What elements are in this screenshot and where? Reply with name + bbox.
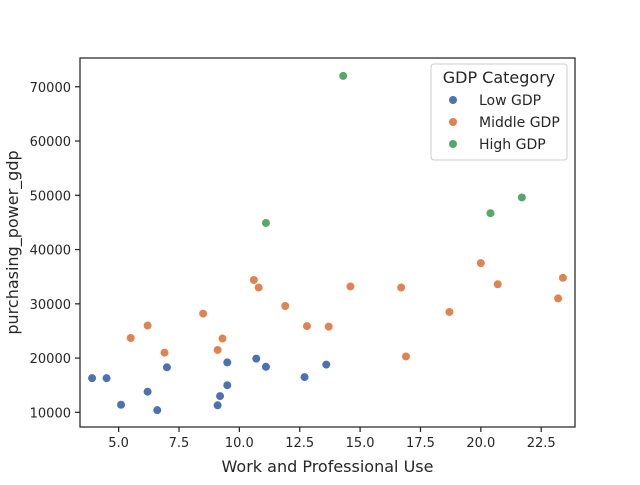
legend-label-low-gdp: Low GDP	[479, 93, 541, 109]
data-point-middle-gdp	[476, 259, 485, 268]
plot-frame	[79, 57, 576, 428]
data-point-middle-gdp	[199, 309, 208, 318]
legend-title: GDP Category	[443, 68, 556, 87]
data-point-low-gdp	[261, 362, 270, 371]
data-point-middle-gdp	[254, 283, 263, 292]
data-point-middle-gdp	[249, 275, 258, 284]
legend-marker-middle-gdp	[449, 118, 457, 126]
data-point-high-gdp	[261, 218, 270, 227]
data-point-low-gdp	[252, 354, 261, 363]
y-tick-label: 20000	[30, 352, 71, 367]
data-point-low-gdp	[153, 406, 162, 415]
x-tick-label: 22.5	[527, 436, 556, 451]
x-tick-label: 20.0	[466, 436, 495, 451]
data-point-low-gdp	[300, 373, 309, 382]
x-axis-label: Work and Professional Use	[222, 457, 434, 476]
x-tick-label: 10.0	[225, 436, 254, 451]
y-tick-label: 40000	[30, 244, 71, 259]
data-point-low-gdp	[216, 392, 225, 401]
data-point-low-gdp	[102, 374, 111, 383]
data-point-middle-gdp	[218, 334, 227, 343]
data-point-middle-gdp	[558, 273, 567, 282]
data-point-middle-gdp	[346, 282, 355, 291]
legend-frame	[430, 63, 568, 161]
data-point-low-gdp	[143, 387, 152, 396]
data-point-high-gdp	[486, 209, 495, 218]
data-point-high-gdp	[517, 193, 526, 202]
x-tick-label: 17.5	[406, 436, 435, 451]
data-point-middle-gdp	[302, 322, 311, 331]
data-point-middle-gdp	[554, 294, 563, 303]
legend-label-middle-gdp: Middle GDP	[479, 115, 560, 131]
data-point-low-gdp	[223, 381, 232, 390]
x-tick-label: 12.5	[285, 436, 314, 451]
legend-marker-high-gdp	[449, 140, 457, 148]
tick-layer: 5.0 7.5 10.0 12.5 15.0 17.5 20.0 22.5 10000 20000…	[30, 81, 556, 451]
legend: GDP Category Low GDP Middle GDP High GDP	[430, 63, 568, 161]
data-point-low-gdp	[223, 358, 232, 367]
data-point-high-gdp	[339, 71, 348, 80]
y-tick-label: 70000	[30, 81, 71, 96]
x-tick-label: 5.0	[108, 436, 129, 451]
x-tick-label: 7.5	[169, 436, 190, 451]
y-tick-label: 30000	[30, 298, 71, 313]
data-point-middle-gdp	[397, 283, 406, 292]
points-layer	[88, 71, 567, 415]
data-point-middle-gdp	[281, 301, 290, 310]
x-tick-label: 15.0	[346, 436, 375, 451]
data-point-low-gdp	[322, 360, 331, 369]
data-point-middle-gdp	[324, 322, 333, 331]
legend-marker-low-gdp	[449, 96, 457, 104]
y-tick-label: 50000	[30, 189, 71, 204]
data-point-low-gdp	[162, 363, 171, 372]
data-point-middle-gdp	[445, 307, 454, 316]
y-tick-label: 60000	[30, 135, 71, 150]
data-point-middle-gdp	[401, 352, 410, 361]
y-tick-label: 10000	[30, 406, 71, 421]
legend-label-high-gdp: High GDP	[479, 137, 546, 153]
data-point-middle-gdp	[126, 334, 135, 343]
data-point-middle-gdp	[213, 345, 222, 354]
data-point-low-gdp	[117, 400, 126, 409]
data-point-low-gdp	[213, 401, 222, 410]
data-point-middle-gdp	[493, 280, 502, 289]
data-point-middle-gdp	[143, 321, 152, 330]
y-axis-label: purchasing_power_gdp	[3, 150, 23, 334]
data-point-middle-gdp	[160, 348, 169, 357]
legend-items: Low GDP Middle GDP High GDP	[449, 93, 560, 153]
data-point-low-gdp	[88, 374, 97, 383]
